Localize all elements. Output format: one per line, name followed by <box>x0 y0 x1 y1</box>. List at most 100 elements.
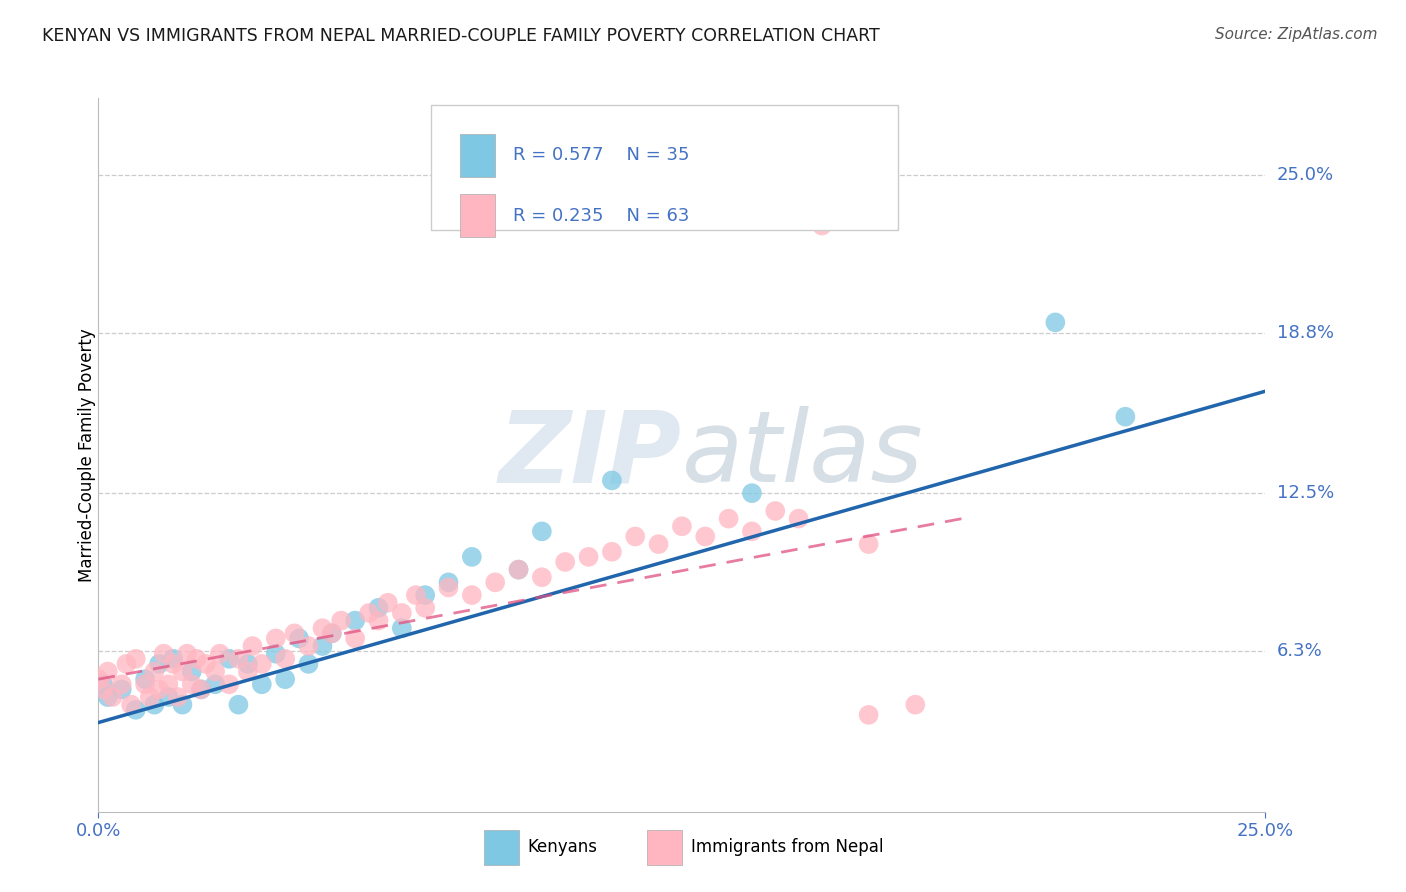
Point <box>530 524 553 539</box>
Point <box>600 545 623 559</box>
Point <box>578 549 600 564</box>
Point <box>166 690 188 704</box>
Point <box>484 575 506 590</box>
Point <box>208 647 231 661</box>
Point <box>218 652 240 666</box>
FancyBboxPatch shape <box>432 105 898 230</box>
Point <box>297 639 319 653</box>
Point <box>125 652 148 666</box>
Point <box>330 614 353 628</box>
Point <box>391 606 413 620</box>
Point <box>111 677 134 691</box>
Text: 25.0%: 25.0% <box>1277 166 1334 184</box>
Point <box>204 665 226 679</box>
Point <box>695 529 717 543</box>
Point <box>264 647 287 661</box>
Point <box>180 677 202 691</box>
Point <box>904 698 927 712</box>
Text: atlas: atlas <box>682 407 924 503</box>
Point <box>134 677 156 691</box>
Point <box>228 698 250 712</box>
Point <box>413 600 436 615</box>
Point <box>437 581 460 595</box>
Point <box>344 614 367 628</box>
Point <box>143 665 166 679</box>
Text: Immigrants from Nepal: Immigrants from Nepal <box>692 838 884 856</box>
Point <box>367 600 389 615</box>
FancyBboxPatch shape <box>460 134 495 177</box>
Point <box>157 690 180 704</box>
Point <box>111 682 134 697</box>
Point <box>811 219 834 233</box>
Point <box>624 529 647 543</box>
Point <box>741 524 763 539</box>
Text: R = 0.235    N = 63: R = 0.235 N = 63 <box>513 207 689 225</box>
Point <box>115 657 138 671</box>
Text: R = 0.577    N = 35: R = 0.577 N = 35 <box>513 146 689 164</box>
Point <box>321 626 343 640</box>
Point <box>283 626 305 640</box>
Point <box>367 614 389 628</box>
Point <box>176 647 198 661</box>
Point <box>97 665 120 679</box>
Point <box>264 632 287 646</box>
Point <box>97 690 120 704</box>
Point <box>1045 315 1067 329</box>
Point <box>101 690 124 704</box>
Text: 6.3%: 6.3% <box>1277 642 1323 660</box>
Point <box>405 588 427 602</box>
Point <box>190 682 212 697</box>
Point <box>172 698 194 712</box>
Point <box>152 647 174 661</box>
Point <box>250 657 273 671</box>
Point <box>858 537 880 551</box>
Point <box>186 652 208 666</box>
Point <box>741 486 763 500</box>
Point <box>600 474 623 488</box>
Point <box>190 682 212 697</box>
Point <box>236 665 259 679</box>
Point <box>148 657 170 671</box>
FancyBboxPatch shape <box>647 830 682 865</box>
Point <box>143 698 166 712</box>
Point <box>139 690 162 704</box>
Point <box>377 596 399 610</box>
Point <box>344 632 367 646</box>
Point <box>120 698 142 712</box>
FancyBboxPatch shape <box>484 830 519 865</box>
Point <box>148 682 170 697</box>
Text: KENYAN VS IMMIGRANTS FROM NEPAL MARRIED-COUPLE FAMILY POVERTY CORRELATION CHART: KENYAN VS IMMIGRANTS FROM NEPAL MARRIED-… <box>42 27 880 45</box>
Point <box>250 677 273 691</box>
Text: ZIP: ZIP <box>499 407 682 503</box>
Point <box>508 563 530 577</box>
Point <box>763 504 786 518</box>
Point <box>437 575 460 590</box>
Point <box>413 588 436 602</box>
Point <box>218 677 240 691</box>
Point <box>1114 409 1136 424</box>
Point <box>204 677 226 691</box>
Point <box>647 537 669 551</box>
Point <box>242 639 264 653</box>
Point <box>311 639 333 653</box>
Point <box>91 677 114 691</box>
Point <box>228 652 250 666</box>
Point <box>194 657 217 671</box>
Point <box>91 682 114 697</box>
Point <box>125 703 148 717</box>
Point <box>717 511 740 525</box>
Y-axis label: Married-Couple Family Poverty: Married-Couple Family Poverty <box>79 328 96 582</box>
Point <box>461 588 484 602</box>
Text: Source: ZipAtlas.com: Source: ZipAtlas.com <box>1215 27 1378 42</box>
Text: 12.5%: 12.5% <box>1277 484 1334 502</box>
Text: Kenyans: Kenyans <box>527 838 598 856</box>
Point <box>180 665 202 679</box>
Point <box>274 652 297 666</box>
Text: 18.8%: 18.8% <box>1277 324 1334 342</box>
Point <box>134 672 156 686</box>
Point <box>162 657 184 671</box>
Point <box>321 626 343 640</box>
Point <box>530 570 553 584</box>
Point <box>359 606 381 620</box>
FancyBboxPatch shape <box>460 194 495 237</box>
